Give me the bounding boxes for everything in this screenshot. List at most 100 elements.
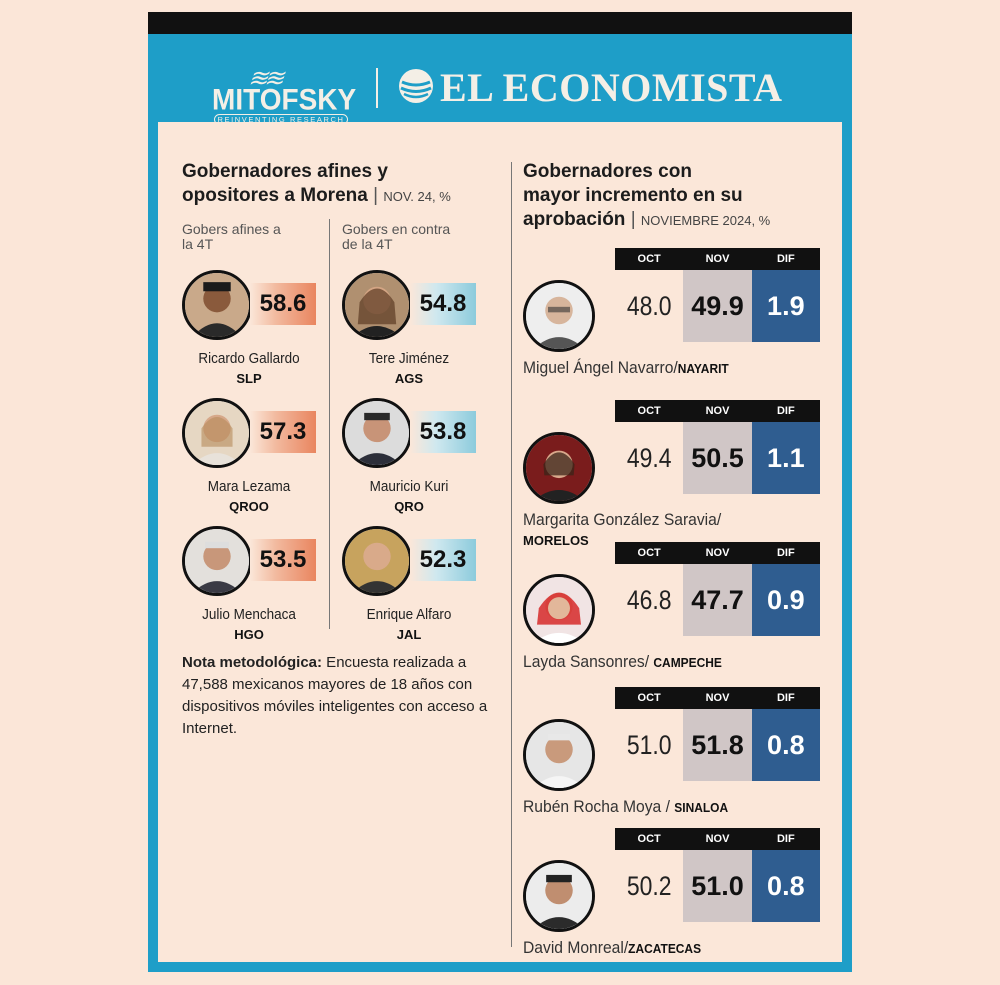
- oct-value: 51.0: [626, 730, 672, 760]
- governor-state: CAMPECHE: [653, 655, 722, 670]
- governor-state: SINALOA: [674, 800, 729, 815]
- governor-photo: [342, 270, 412, 340]
- nov-value: 50.5: [683, 422, 752, 494]
- col-dif: DIF: [776, 405, 795, 417]
- approval-row: OCT NOV DIF 50.2 51.0 0.8 David Monreal/ZACA…: [523, 828, 823, 957]
- el-economista-globe-icon: [399, 69, 433, 103]
- governor-name: David Monreal/: [523, 938, 629, 957]
- governor-photo: [342, 398, 412, 468]
- right-title-line3: aprobación | NOVIEMBRE 2024, %: [523, 209, 771, 230]
- governor-photo: [523, 860, 595, 932]
- content-panel: Gobernadores afines y opositores a Moren…: [158, 122, 842, 962]
- governor-label: David Monreal/ZACATECAS: [523, 938, 701, 958]
- governor-photo: [523, 719, 595, 791]
- governor-state: NAYARIT: [677, 361, 729, 376]
- dif-value: 0.8: [751, 850, 820, 922]
- governor-label: Miguel Ángel Navarro/NAYARIT: [523, 358, 729, 378]
- approval-score: 54.8: [410, 283, 476, 325]
- col-nov: NOV: [705, 253, 730, 265]
- left-section-title: Gobernadores afines y opositores a Moren…: [182, 160, 451, 209]
- main-column-divider: [511, 162, 512, 947]
- right-title-line1: Gobernadores con: [523, 161, 692, 182]
- table-values: 46.8 47.7 0.9: [615, 564, 820, 636]
- approval-score: 53.5: [250, 539, 316, 581]
- approval-row: OCT NOV DIF 48.0 49.9 1.9 Miguel Ángel Navar…: [523, 248, 823, 377]
- methodology-note: Nota metodológica: Encuesta realizada a …: [182, 652, 492, 740]
- governor-name: Mauricio Kuri: [369, 478, 449, 495]
- col-dif: DIF: [776, 547, 795, 559]
- methodology-note-label: Nota metodológica:: [182, 654, 323, 671]
- governor-state: HGO: [234, 627, 264, 642]
- governor-label: Margarita González Saravia/: [523, 510, 721, 530]
- governor-card-afin: 58.6 Ricardo Gallardo SLP: [182, 270, 332, 386]
- col-oct: OCT: [637, 692, 661, 704]
- col-dif: DIF: [776, 692, 795, 704]
- mitofsky-wordmark: MITOFSKY: [212, 83, 357, 116]
- col-oct: OCT: [637, 405, 661, 417]
- dif-value: 1.9: [751, 270, 820, 342]
- governor-photo: [523, 574, 595, 646]
- header: ≋≋ MITOFSKY REINVENTING RESEARCH EL ECON…: [148, 34, 852, 132]
- methodology-note-text: Encuesta realizada a 47,588 mexicanos ma…: [182, 654, 488, 737]
- infographic-frame: ≋≋ MITOFSKY REINVENTING RESEARCH EL ECON…: [148, 12, 852, 972]
- governor-name: Julio Menchaca: [202, 606, 296, 623]
- governor-state: MORELOS: [523, 533, 589, 548]
- governor-card-contra: 52.3 Enrique Alfaro JAL: [342, 526, 492, 642]
- oct-value: 49.4: [626, 443, 672, 473]
- governor-state: JAL: [396, 627, 422, 642]
- table-values: 49.4 50.5 1.1: [615, 422, 820, 494]
- governor-name: Margarita González Saravia/: [523, 510, 722, 529]
- governor-name: Ricardo Gallardo: [198, 350, 300, 367]
- col-nov: NOV: [705, 833, 730, 845]
- left-title-line2-text: opositores a Morena: [182, 185, 368, 206]
- governor-card-afin: 53.5 Julio Menchaca HGO: [182, 526, 332, 642]
- left-subtitle: NOV. 24, %: [383, 189, 451, 204]
- table-header: OCT NOV DIF: [615, 687, 820, 709]
- table-values: 51.0 51.8 0.8: [615, 709, 820, 781]
- governor-photo: [523, 432, 595, 504]
- top-bar: [148, 12, 852, 34]
- approval-row: OCT NOV DIF 51.0 51.8 0.8 Rubén Rocha Moya /…: [523, 687, 823, 816]
- right-title-line3-text: aprobación: [523, 209, 626, 230]
- governor-photo: [182, 270, 252, 340]
- governor-label: Rubén Rocha Moya / SINALOA: [523, 797, 728, 817]
- nov-value: 47.7: [683, 564, 752, 636]
- governor-state: SLP: [236, 371, 262, 386]
- dif-value: 1.1: [751, 422, 820, 494]
- governor-card-contra: 54.8 Tere Jiménez AGS: [342, 270, 492, 386]
- approval-score: 52.3: [410, 539, 476, 581]
- table-header: OCT NOV DIF: [615, 828, 820, 850]
- header-separator: [376, 68, 378, 108]
- governor-card-afin: 57.3 Mara Lezama QROO: [182, 398, 332, 514]
- table-header: OCT NOV DIF: [615, 542, 820, 564]
- dif-value: 0.9: [751, 564, 820, 636]
- governor-name: Miguel Ángel Navarro/: [523, 358, 678, 377]
- oct-value: 48.0: [626, 291, 672, 321]
- governor-photo: [342, 526, 412, 596]
- table-values: 50.2 51.0 0.8: [615, 850, 820, 922]
- governor-photo: [182, 526, 252, 596]
- approval-score: 58.6: [250, 283, 316, 325]
- approval-score: 53.8: [410, 411, 476, 453]
- left-column-divider: [329, 219, 330, 629]
- right-section-title: Gobernadores con mayor incremento en su …: [523, 160, 770, 233]
- left-title-line2: opositores a Morena | NOV. 24, %: [182, 185, 451, 206]
- nov-value: 51.8: [683, 709, 752, 781]
- governor-state: ZACATECAS: [628, 941, 702, 956]
- dif-value: 0.8: [751, 709, 820, 781]
- col-head-afines: Gobers afines a la 4T: [182, 221, 281, 252]
- oct-value: 50.2: [626, 871, 672, 901]
- left-title-line1: Gobernadores afines y: [182, 161, 388, 182]
- nov-value: 51.0: [683, 850, 752, 922]
- governor-name: Layda Sansonres/: [523, 652, 654, 671]
- governor-state: AGS: [394, 371, 424, 386]
- table-header: OCT NOV DIF: [615, 400, 820, 422]
- mitofsky-logo: ≋≋ MITOFSKY REINVENTING RESEARCH: [212, 58, 356, 128]
- governor-state: QROO: [229, 499, 269, 514]
- governor-photo: [523, 280, 595, 352]
- el-economista-wordmark: EL ECONOMISTA: [440, 65, 783, 110]
- col-nov: NOV: [705, 692, 730, 704]
- governor-name: Mara Lezama: [207, 478, 291, 495]
- table-values: 48.0 49.9 1.9: [615, 270, 820, 342]
- col-oct: OCT: [637, 253, 661, 265]
